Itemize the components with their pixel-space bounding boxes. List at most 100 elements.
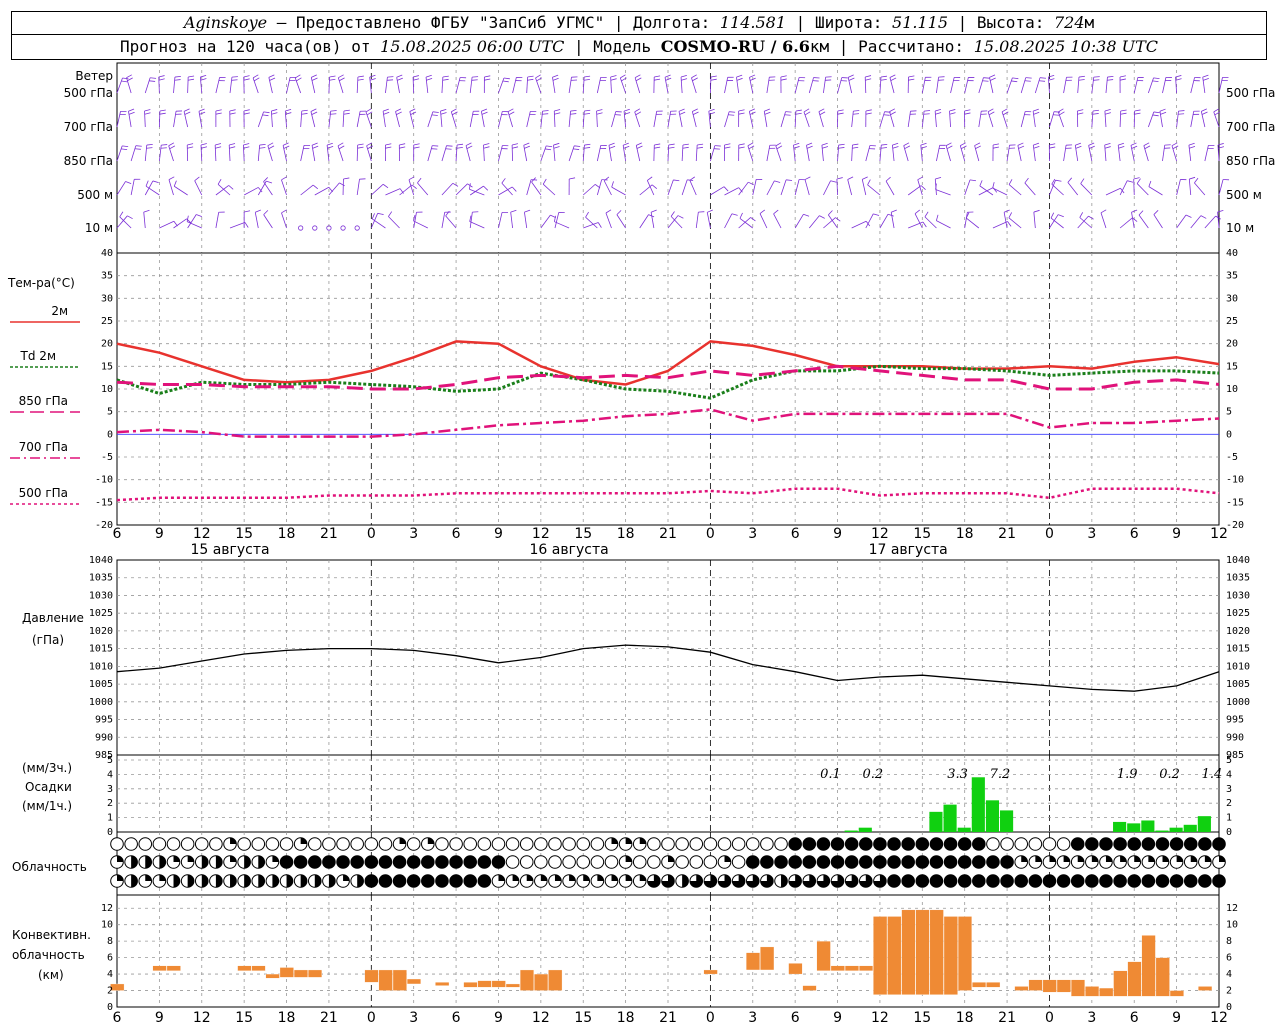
temperature-lines <box>116 340 1220 502</box>
hour-tick-label: 15 <box>574 526 592 542</box>
wind-barb-flag <box>535 74 541 79</box>
wind-barb <box>168 145 174 162</box>
wind-barb <box>794 110 797 128</box>
wind-barb-flag <box>263 111 270 114</box>
pressure-axis-tick-right: 1010 <box>1226 661 1250 672</box>
cloud-cover-full <box>802 837 816 851</box>
temp-axis-tick-right: 10 <box>1226 384 1238 395</box>
wind-barb-flag <box>880 75 887 78</box>
wind-barb <box>837 77 843 94</box>
conv-bar <box>548 969 563 991</box>
wind-barb-flag <box>668 146 675 149</box>
hour-tick-label: 12 <box>532 1010 550 1024</box>
wind-barb <box>709 76 712 94</box>
wind-barb-flag <box>440 108 447 112</box>
wind-barb-flag <box>536 77 542 82</box>
wind-barb <box>413 212 417 229</box>
wind-barb <box>501 182 513 196</box>
wind-barb <box>143 212 146 229</box>
wind-barb-flag <box>215 143 222 146</box>
cloud-cover-circle <box>110 837 124 851</box>
wind-barb <box>710 145 716 162</box>
wind-barb-flag <box>865 78 872 81</box>
longitude-value: 114.581 <box>719 13 787 32</box>
cloud-cover-full <box>379 855 392 869</box>
cloud-cover-full <box>1000 855 1014 869</box>
wind-barb-flag <box>1049 146 1056 149</box>
precip-3h-total: 0.1 <box>820 767 841 782</box>
wind-barb-flag <box>709 112 715 115</box>
wind-barb-flag <box>624 112 631 115</box>
wind-barb <box>780 111 786 128</box>
wind-barb <box>1204 145 1209 162</box>
hour-tick-label: 9 <box>833 526 842 542</box>
cloud-cover-circle <box>209 837 223 851</box>
wind-barb-flag <box>1159 108 1166 112</box>
wind-barb <box>1119 110 1122 128</box>
wind-barb-flag <box>819 111 826 116</box>
cloud-cover-full <box>294 855 307 869</box>
wind-barb-flag <box>312 145 319 149</box>
cloud-cover-circle <box>576 837 591 851</box>
conv-bar <box>1042 979 1057 993</box>
wind-barb-flag <box>1119 78 1126 81</box>
precip-bar <box>1113 821 1127 832</box>
wind-barb <box>979 185 994 196</box>
cloud-cover-circle <box>463 837 478 851</box>
conv-bar <box>760 946 775 971</box>
wind-barb <box>498 77 505 94</box>
wind-barb <box>455 145 458 162</box>
cloud-cover-full <box>887 855 901 869</box>
conv-bar <box>1028 979 1043 991</box>
wind-barb-flag <box>484 75 491 78</box>
wind-barb-flag <box>1008 179 1013 185</box>
wind-barb-flag <box>634 74 641 79</box>
wind-barb-flag <box>174 75 181 78</box>
wind-barb-flag <box>1092 109 1099 112</box>
wind-barb <box>1130 145 1135 162</box>
wind-barb-flag <box>749 77 756 81</box>
wind-barb <box>183 111 189 128</box>
wind-barb <box>116 77 123 94</box>
wind-barb-flag <box>511 143 519 146</box>
wind-barb-flag <box>682 146 689 149</box>
wind-barb-flag <box>413 143 420 146</box>
wind-barb-flag <box>1002 111 1009 116</box>
wind-barb <box>1153 214 1163 229</box>
wind-barb-flag <box>620 74 626 79</box>
cloud-cover-full <box>958 837 971 851</box>
cloud-cover-full <box>901 837 915 851</box>
wind-barb <box>568 111 571 128</box>
conv-bar <box>1071 979 1085 997</box>
pressure-axis-tick: 1000 <box>89 697 113 708</box>
wind-barb-flag <box>596 109 603 112</box>
wind-barb-flag <box>357 78 364 81</box>
wind-barb <box>823 217 836 229</box>
conv-axis-tick: 6 <box>107 953 113 964</box>
wind-barb <box>596 145 602 162</box>
wind-barb <box>144 145 148 162</box>
wind-barb-flag <box>570 109 577 112</box>
wind-barb <box>794 77 800 94</box>
cloud-cover-full <box>492 855 505 869</box>
wind-barb-flag <box>186 215 189 222</box>
wind-barb-flag <box>431 114 438 116</box>
cloud-cover-fill <box>831 874 844 888</box>
conv-bar <box>1198 986 1213 991</box>
conv-axis-tick-right: 6 <box>1226 953 1232 964</box>
wind-barb <box>907 185 922 196</box>
conv-bar <box>830 965 845 971</box>
pressure-axis-tick: 1030 <box>89 590 113 601</box>
wind-barb-flag <box>371 213 375 220</box>
wind-barb-flag <box>830 180 837 183</box>
cloud-cover-fill <box>1091 855 1099 862</box>
wind-barb-flag <box>553 142 560 146</box>
temp-axis-tick: -15 <box>95 497 113 508</box>
cloud-cover-full <box>788 837 802 851</box>
hour-tick-label: 3 <box>409 1010 418 1024</box>
cloud-cover-full <box>1099 837 1113 851</box>
wind-barb <box>1006 145 1010 162</box>
cloud-cover-circle <box>760 837 774 851</box>
wind-barb-flag <box>452 182 459 187</box>
wind-barb <box>847 77 853 94</box>
